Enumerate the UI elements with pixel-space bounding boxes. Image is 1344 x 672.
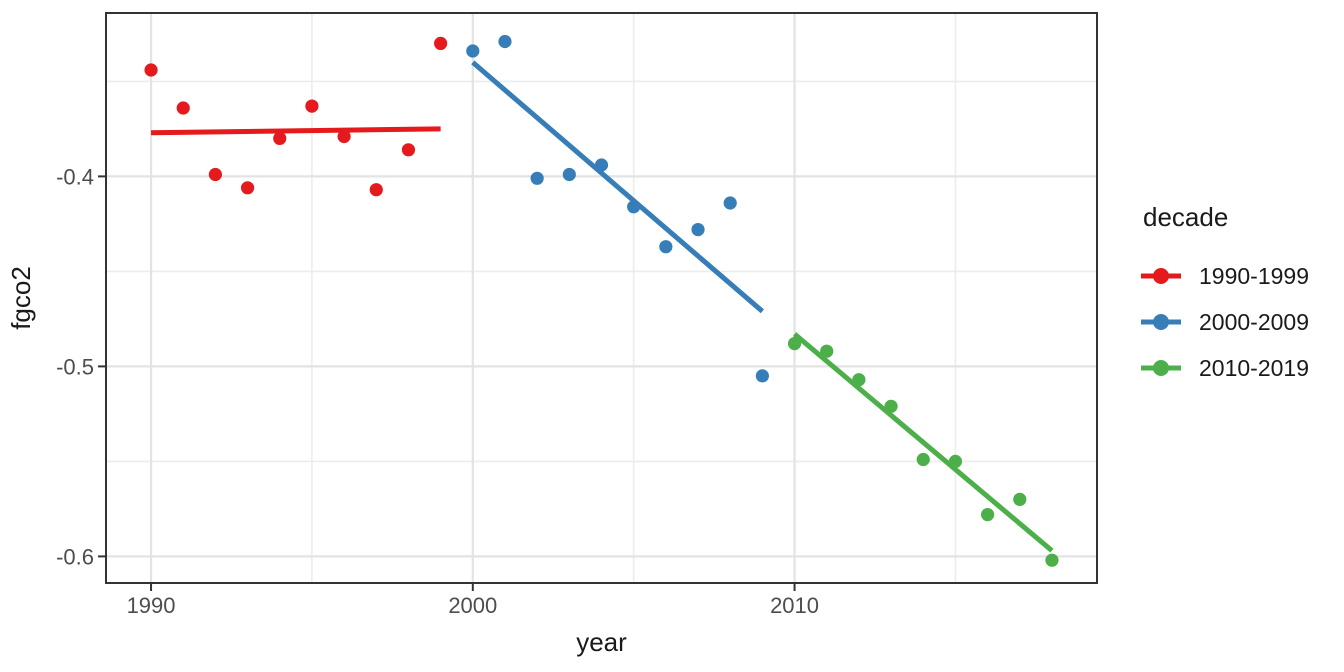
data-point-2000-2009	[691, 223, 705, 237]
y-axis-title: fgco2	[6, 266, 36, 330]
y-tick-label: -0.4	[56, 164, 94, 189]
trend-line-2010-2019	[792, 332, 1054, 553]
data-point-2010-2019	[1013, 492, 1027, 506]
data-point-1990-1999	[401, 143, 416, 157]
data-point-1990-1999	[273, 131, 287, 145]
legend-label-1990s: 1990-1999	[1199, 262, 1309, 289]
x-axis-title: year	[576, 627, 627, 657]
y-tick-label: -0.5	[56, 354, 94, 379]
x-tick-label: 2000	[448, 593, 497, 618]
data-point-1990-1999	[144, 63, 158, 77]
data-point-2000-2009	[562, 167, 576, 182]
data-point-2000-2009	[659, 240, 673, 254]
data-point-2010-2019	[1045, 553, 1059, 567]
legend-key-2010s-icon	[1141, 360, 1181, 376]
plot-panel	[106, 13, 1097, 583]
data-point-1990-1999	[208, 167, 222, 182]
data-point-2010-2019	[916, 452, 930, 467]
x-tick-label: 2010	[770, 593, 819, 618]
data-point-2010-2019	[787, 337, 802, 351]
data-point-2000-2009	[530, 171, 544, 185]
x-tick-label: 1990	[127, 593, 176, 618]
legend-title: decade	[1143, 202, 1229, 232]
data-point-2000-2009	[466, 44, 480, 58]
data-point-1990-1999	[337, 129, 351, 144]
data-point-1990-1999	[369, 183, 383, 197]
legend-key-1990s-icon	[1141, 268, 1181, 284]
trend-line-2000-2009	[471, 60, 765, 314]
legend-entry-2000s: 2000-2009	[1141, 299, 1309, 345]
legend-label-2010s: 2010-2019	[1199, 354, 1309, 381]
legend-key-2000s-icon	[1141, 314, 1181, 330]
data-point-1990-1999	[434, 36, 448, 51]
data-point-1990-1999	[176, 101, 190, 115]
legend: decade 1990-1999 2000-2009 2010-2019	[1141, 202, 1309, 391]
legend-entry-1990s: 1990-1999	[1141, 253, 1309, 299]
data-point-1990-1999	[240, 181, 255, 195]
data-point-2000-2009	[755, 369, 769, 383]
legend-entry-2010s: 2010-2019	[1141, 345, 1309, 391]
y-tick-label: -0.6	[56, 544, 94, 569]
legend-label-2000s: 2000-2009	[1199, 308, 1309, 335]
data-point-1990-1999	[305, 99, 319, 113]
data-point-2010-2019	[981, 507, 995, 522]
data-point-2000-2009	[498, 34, 512, 49]
trend-line-1990-1999	[151, 126, 441, 136]
data-point-2000-2009	[723, 196, 737, 210]
panel-border	[105, 12, 1098, 584]
data-point-2010-2019	[820, 344, 834, 358]
